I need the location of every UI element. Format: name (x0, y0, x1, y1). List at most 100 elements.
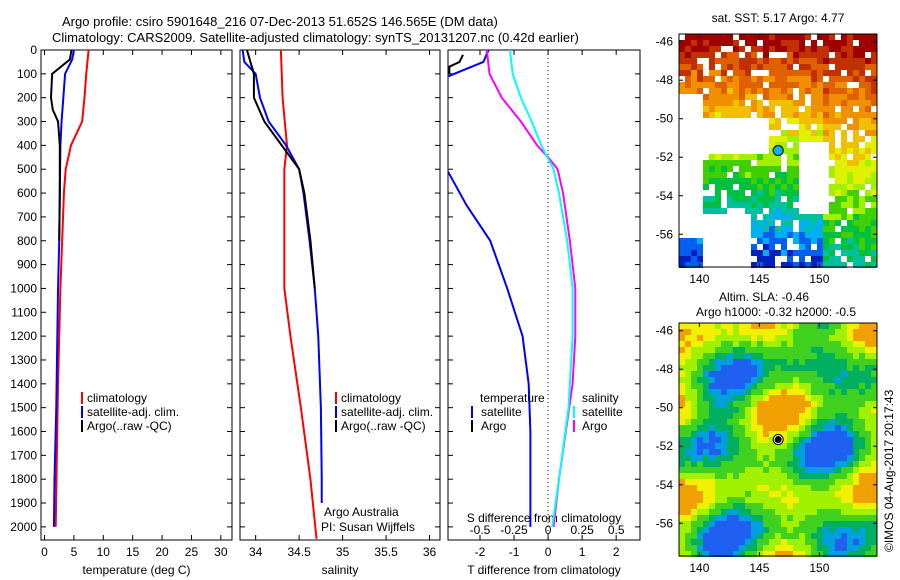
map-cell (817, 262, 823, 268)
map-cell (811, 497, 817, 503)
map-cell (787, 353, 793, 359)
map-cell (835, 533, 841, 539)
map-cell (733, 323, 739, 329)
map-cell (871, 323, 877, 329)
map-cell (775, 467, 781, 473)
map-cell (763, 437, 769, 443)
map-cell (697, 323, 703, 329)
map-cell (793, 190, 799, 196)
title-line-1: Argo profile: csiro 5901648_216 07-Dec-2… (62, 14, 498, 29)
map-cell (775, 479, 781, 485)
map-cell (787, 533, 793, 539)
map-cell (841, 232, 847, 238)
map-cell (787, 497, 793, 503)
map-cell (787, 118, 793, 124)
map-cell (709, 383, 715, 389)
map-cell (811, 515, 817, 521)
map-cell (781, 353, 787, 359)
map-cell (739, 425, 745, 431)
map-cell (859, 88, 865, 94)
map-cell (847, 70, 853, 76)
map-cell (859, 527, 865, 533)
map-cell (703, 178, 709, 184)
map-cell (781, 359, 787, 365)
map-cell (805, 232, 811, 238)
map-cell (841, 130, 847, 136)
map-cell (685, 395, 691, 401)
map-cell (859, 40, 865, 46)
map-cell (823, 347, 829, 353)
map-cell (757, 443, 763, 449)
map-cell (799, 226, 805, 232)
map-cell (781, 250, 787, 256)
map-cell (823, 437, 829, 443)
map-cell (799, 52, 805, 58)
map-cell (757, 64, 763, 70)
map-cell (709, 323, 715, 329)
map-cell (751, 425, 757, 431)
map-cell (685, 34, 691, 40)
map-cell (817, 467, 823, 473)
map-cell (835, 551, 841, 557)
map-cell (823, 455, 829, 461)
map-cell (799, 527, 805, 533)
map-cell (793, 184, 799, 190)
map-cell (751, 208, 757, 214)
map-cell (697, 335, 703, 341)
map-cell (781, 329, 787, 335)
map-cell (763, 250, 769, 256)
map-cell (853, 88, 859, 94)
map-cell (781, 527, 787, 533)
map-cell (709, 545, 715, 551)
map-cell (781, 130, 787, 136)
map-cell (787, 88, 793, 94)
map-cell (679, 88, 685, 94)
map-cell (697, 401, 703, 407)
map-cell (829, 425, 835, 431)
map-cell (823, 220, 829, 226)
map-cell (787, 100, 793, 106)
map-cell (757, 503, 763, 509)
map-cell (835, 202, 841, 208)
map-cell (871, 166, 877, 172)
map-cell (739, 539, 745, 545)
map-cell (685, 70, 691, 76)
map-cell (751, 262, 757, 268)
map-cell (697, 76, 703, 82)
map-cell (865, 148, 871, 154)
map-cell (811, 58, 817, 64)
map-cell (769, 136, 775, 142)
map-cell (721, 178, 727, 184)
map-cell (787, 341, 793, 347)
map-cell (805, 413, 811, 419)
map-cell (721, 395, 727, 401)
map-cell (733, 40, 739, 46)
map-cell (793, 341, 799, 347)
map-cell (691, 419, 697, 425)
map-cell (835, 473, 841, 479)
map-cell (763, 172, 769, 178)
series-line-climatology (279, 50, 318, 539)
map-cell (727, 527, 733, 533)
map-cell (811, 521, 817, 527)
map-cell (745, 377, 751, 383)
map-cell (853, 250, 859, 256)
map-cell (865, 527, 871, 533)
map-cell (823, 70, 829, 76)
map-cell (817, 335, 823, 341)
map-cell (787, 94, 793, 100)
map-cell (823, 82, 829, 88)
map-cell (859, 347, 865, 353)
map-cell (853, 58, 859, 64)
map-cell (811, 365, 817, 371)
map-cell (841, 533, 847, 539)
map-cell (769, 491, 775, 497)
map-cell (817, 76, 823, 82)
map-cell (841, 226, 847, 232)
map-cell (739, 443, 745, 449)
map-cell (799, 46, 805, 52)
x-tick-label: 0 (41, 545, 48, 559)
map-cell (775, 202, 781, 208)
map-cell (847, 347, 853, 353)
map-cell (805, 64, 811, 70)
